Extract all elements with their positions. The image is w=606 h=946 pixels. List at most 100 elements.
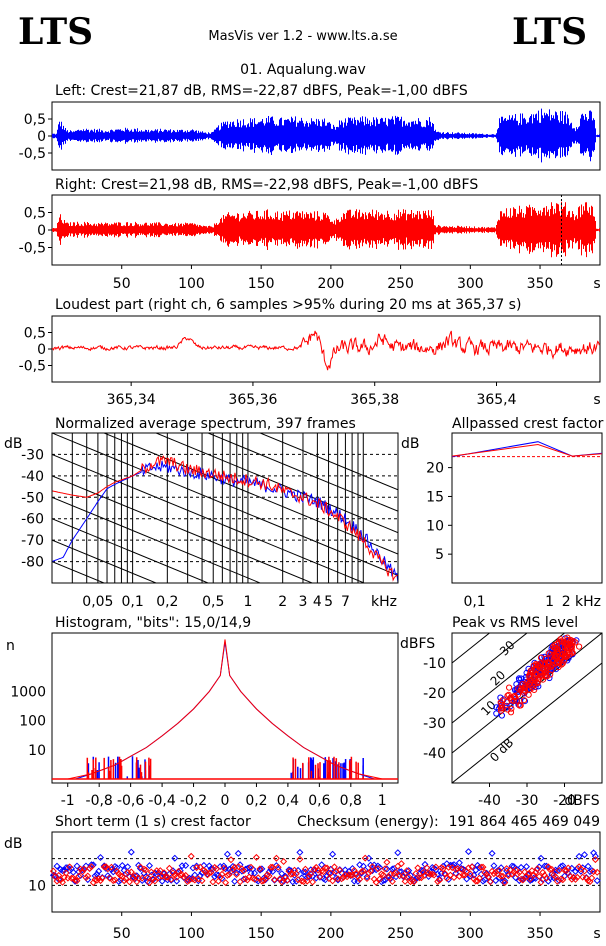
short-term-point — [189, 875, 197, 883]
peak-rms-point — [543, 655, 550, 662]
left-channel-ytick-label: 0 — [37, 129, 46, 145]
peak-rms-point — [548, 651, 555, 658]
short-term-point — [261, 876, 270, 884]
short-term-point — [67, 874, 76, 882]
allpassed-xtick-label: 1 — [545, 594, 554, 610]
short-term-point — [180, 873, 188, 881]
short-term-point — [231, 863, 239, 871]
short-term-point — [517, 863, 525, 871]
short-term-point — [254, 874, 262, 882]
right-channel-waveform — [52, 201, 600, 258]
short-term-point — [403, 867, 411, 875]
spectrum-ylabel: dB — [4, 436, 23, 452]
spectrum-xtick-label: 0,05 — [82, 594, 113, 610]
file-title: 01. Aqualung.wav — [240, 62, 366, 78]
short-term-point — [55, 871, 63, 879]
short-term-point — [564, 869, 572, 877]
short-term-point — [419, 868, 427, 877]
peak-rms-point — [542, 668, 549, 675]
lts-logo-right: LTS — [512, 11, 587, 53]
short-term-point — [62, 869, 70, 877]
short-term-point — [416, 874, 424, 882]
peak-rms-point — [551, 651, 558, 658]
short-term-point — [207, 868, 215, 876]
allpassed-xunit: kHz — [575, 594, 601, 610]
short-term-point — [591, 856, 599, 864]
short-term-point — [156, 867, 164, 875]
short-term-point — [472, 877, 480, 885]
short-term-point — [392, 873, 400, 881]
spectrum-xtick-label: 2 — [278, 594, 287, 610]
short-term-point — [73, 862, 81, 870]
allpassed-frame — [451, 432, 603, 584]
short-term-point — [584, 877, 592, 885]
short-term-point — [265, 872, 273, 880]
short-term-point — [541, 871, 549, 879]
short-term-point — [588, 874, 596, 882]
short-term-point — [140, 865, 148, 873]
short-term-point — [566, 872, 574, 880]
short-term-point — [109, 868, 117, 876]
short-term-point — [191, 876, 199, 884]
lts-logo-left: LTS — [18, 11, 93, 53]
spectrum-slope-line — [52, 433, 398, 576]
short-term-point — [325, 874, 333, 883]
peak-rms-point — [507, 709, 515, 716]
short-term-ytick-label: 10 — [28, 878, 46, 894]
short-term-point — [227, 867, 235, 876]
spectrum-slope-line — [154, 433, 398, 534]
short-term-point — [234, 849, 242, 857]
short-term-point — [281, 874, 289, 882]
short-term-point — [401, 877, 409, 885]
short-term-point — [182, 871, 190, 879]
short-term-point — [530, 874, 538, 882]
short-term-point — [459, 871, 467, 879]
short-term-point — [524, 870, 532, 878]
short-term-point — [294, 876, 302, 884]
peak-rms-ytick-label: -20 — [423, 686, 446, 702]
short-term-point — [327, 869, 335, 877]
short-term-point — [98, 874, 106, 882]
loudest-part-title: Loudest part (right ch, 6 samples >95% d… — [55, 297, 521, 313]
short-term-point — [144, 878, 152, 886]
short-term-point — [113, 864, 121, 872]
short-term-point — [593, 877, 601, 885]
peak-rms-ytick-label: -40 — [423, 746, 446, 762]
short-term-point — [187, 852, 195, 860]
spectrum-ytick-label: -40 — [21, 469, 44, 485]
spectrum-slope-line — [52, 518, 210, 583]
short-term-point — [176, 871, 184, 879]
allpassed-series-1 — [451, 443, 603, 457]
short-term-point — [165, 864, 173, 872]
short-term-xtick-label: 150 — [248, 926, 275, 942]
short-term-point — [131, 872, 139, 880]
short-term-point — [252, 853, 260, 861]
allpassed-xtick-label: 2 — [562, 594, 571, 610]
short-term-point — [138, 874, 146, 882]
short-term-point — [387, 875, 395, 883]
short-term-point — [247, 863, 255, 871]
short-term-xtick-label: 100 — [178, 926, 205, 942]
short-term-point — [169, 869, 177, 877]
loudest-ytick-label: -0,5 — [19, 359, 46, 375]
histogram-xtick-label: -0,4 — [148, 793, 175, 809]
spectrum-xtick-label: 1 — [243, 594, 252, 610]
short-term-point — [84, 872, 92, 880]
spectrum-xtick-label: 7 — [341, 594, 350, 610]
peak-rms-ytick-label: -30 — [423, 716, 446, 732]
short-term-point — [212, 871, 221, 879]
allpassed-ytick-label: 5 — [435, 547, 444, 563]
short-term-point — [573, 873, 581, 881]
short-term-point — [517, 875, 525, 883]
histogram-title: Histogram, "bits": 15,0/14,9 — [55, 615, 251, 631]
spectrum-xunit: kHz — [371, 594, 397, 610]
short-term-point — [53, 862, 61, 870]
short-term-point — [361, 854, 369, 862]
short-term-point — [388, 865, 396, 873]
short-term-point — [452, 865, 460, 874]
short-term-point — [218, 870, 226, 878]
short-term-point — [95, 867, 103, 875]
short-term-point — [361, 866, 369, 874]
short-term-point — [196, 863, 204, 871]
short-term-point — [260, 877, 268, 885]
